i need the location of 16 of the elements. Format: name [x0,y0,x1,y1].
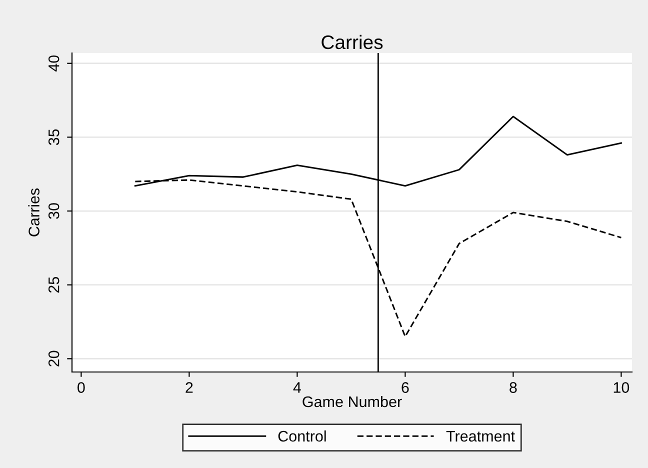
x-tick-label: 2 [186,382,193,393]
y-tick-label: 35 [48,129,60,146]
y-tick-label: 20 [48,350,60,366]
legend-label: Treatment [446,430,515,442]
chart-title: Carries [322,34,383,50]
x-tick-label: 10 [614,382,630,393]
y-axis-title: Carries [28,188,40,236]
x-tick-label: 8 [510,382,517,393]
x-tick-label: 6 [402,382,409,393]
y-tick-label: 40 [48,55,60,72]
y-tick-label: 30 [48,203,60,219]
x-axis-title: Game Number [302,396,402,408]
x-tick-label: 4 [293,382,301,393]
legend-label: Control [278,430,326,442]
x-tick-label: 0 [78,382,85,393]
y-tick-label: 25 [48,277,60,293]
